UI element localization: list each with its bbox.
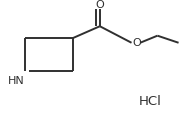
Text: O: O — [95, 0, 104, 10]
Text: HN: HN — [8, 76, 25, 85]
Text: HCl: HCl — [138, 95, 161, 108]
Text: O: O — [132, 38, 141, 48]
